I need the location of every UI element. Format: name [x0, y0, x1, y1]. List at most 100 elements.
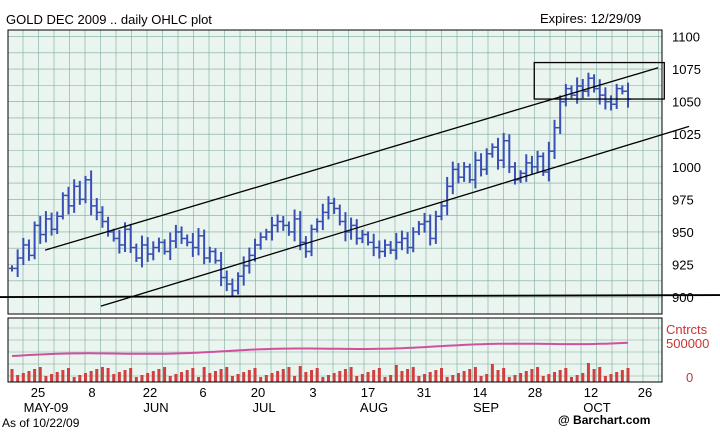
volume-bar [208, 373, 212, 382]
volume-bar [586, 363, 590, 382]
volume-bar [33, 369, 37, 382]
volume-bar [377, 368, 381, 382]
volume-bar [355, 376, 359, 382]
volume-bar [146, 373, 150, 382]
volume-bar [230, 376, 234, 382]
date-tick-day: 6 [199, 385, 206, 400]
volume-bar [247, 370, 251, 382]
volume-axis-label: Cntrcts [666, 322, 708, 337]
volume-panel-border [7, 317, 663, 383]
volume-bar [536, 367, 540, 382]
channel-lower-line [100, 125, 690, 307]
volume-bar [72, 377, 76, 382]
volume-bar [326, 375, 330, 382]
volume-bar [569, 377, 573, 382]
volume-bar [112, 374, 116, 382]
volume-bar [55, 372, 59, 382]
open-interest-line [11, 341, 629, 357]
volume-bar [21, 373, 25, 382]
volume-bar [513, 375, 517, 382]
volume-bar [50, 374, 54, 382]
volume-bar [236, 374, 240, 382]
expires-label: Expires: 12/29/09 [540, 11, 642, 26]
volume-bar [151, 371, 155, 382]
volume-bar [372, 370, 376, 382]
volume-bar [383, 377, 387, 382]
volume-tick-0: 0 [686, 370, 693, 385]
volume-bar [213, 371, 217, 382]
volume-bar [242, 372, 246, 382]
volume-bar [287, 367, 291, 382]
volume-bar [389, 375, 393, 382]
date-tick-day: 20 [251, 385, 265, 400]
price-panel-background [8, 30, 662, 314]
date-tick-month: OCT [583, 400, 611, 415]
volume-bar [61, 370, 65, 382]
volume-bar [445, 377, 449, 382]
volume-bar [196, 377, 200, 382]
volume-bar [496, 370, 500, 382]
volume-bar [253, 368, 257, 382]
volume-bar [67, 368, 71, 382]
volume-bar [163, 367, 167, 382]
volume-bar [168, 376, 172, 382]
volume-bar [276, 371, 280, 382]
volume-bar [44, 376, 48, 382]
volume-bar [83, 373, 87, 382]
date-tick-day: 12 [584, 385, 598, 400]
volume-bar [78, 375, 82, 382]
volume-bar [202, 367, 206, 382]
volume-bar [434, 370, 438, 382]
volume-bar [310, 370, 314, 382]
volume-bar [462, 371, 466, 382]
volume-bar [366, 372, 370, 382]
volume-bar [524, 371, 528, 382]
volume-bar [603, 376, 607, 382]
volume-bar [349, 367, 353, 382]
volume-bar [174, 374, 178, 382]
volume-bar [468, 369, 472, 382]
volume-bars [10, 363, 630, 382]
date-tick-day: 3 [309, 385, 316, 400]
price-tick-label: 900 [672, 290, 694, 305]
volume-bar [304, 372, 308, 382]
volume-bar [598, 367, 602, 382]
volume-bar [428, 372, 432, 382]
volume-bar [100, 367, 104, 382]
volume-bar [581, 373, 585, 382]
volume-bar [558, 370, 562, 382]
volume-bar [592, 369, 596, 382]
date-tick-day: 14 [473, 385, 487, 400]
volume-bar [343, 369, 347, 382]
volume-bar [553, 372, 557, 382]
volume-bar [502, 368, 506, 382]
volume-bar [456, 373, 460, 382]
volume-bar [225, 367, 229, 382]
volume-bar [609, 374, 613, 382]
volume-bar [626, 368, 630, 382]
volume-bar [394, 365, 398, 382]
volume-bar [575, 375, 579, 382]
date-tick-day: 28 [528, 385, 542, 400]
price-tick-label: 1025 [672, 127, 701, 142]
price-tick-label: 1050 [672, 95, 701, 110]
volume-bar [180, 372, 184, 382]
volume-bar [564, 368, 568, 382]
volume-bar [451, 375, 455, 382]
support-line [0, 294, 720, 298]
channel-upper-line [44, 67, 659, 251]
volume-bar [27, 371, 31, 382]
price-tick-label: 1100 [672, 30, 700, 45]
volume-bar [530, 369, 534, 382]
chart-title: GOLD DEC 2009 .. daily OHLC plot [6, 12, 212, 27]
volume-bar [95, 369, 99, 382]
volume-bar [485, 374, 489, 382]
volume-bar [185, 370, 189, 382]
volume-bar [38, 367, 42, 382]
volume-bar [440, 368, 444, 382]
volume-bar [259, 377, 263, 382]
volume-bar [400, 371, 404, 382]
volume-bar [129, 368, 133, 382]
